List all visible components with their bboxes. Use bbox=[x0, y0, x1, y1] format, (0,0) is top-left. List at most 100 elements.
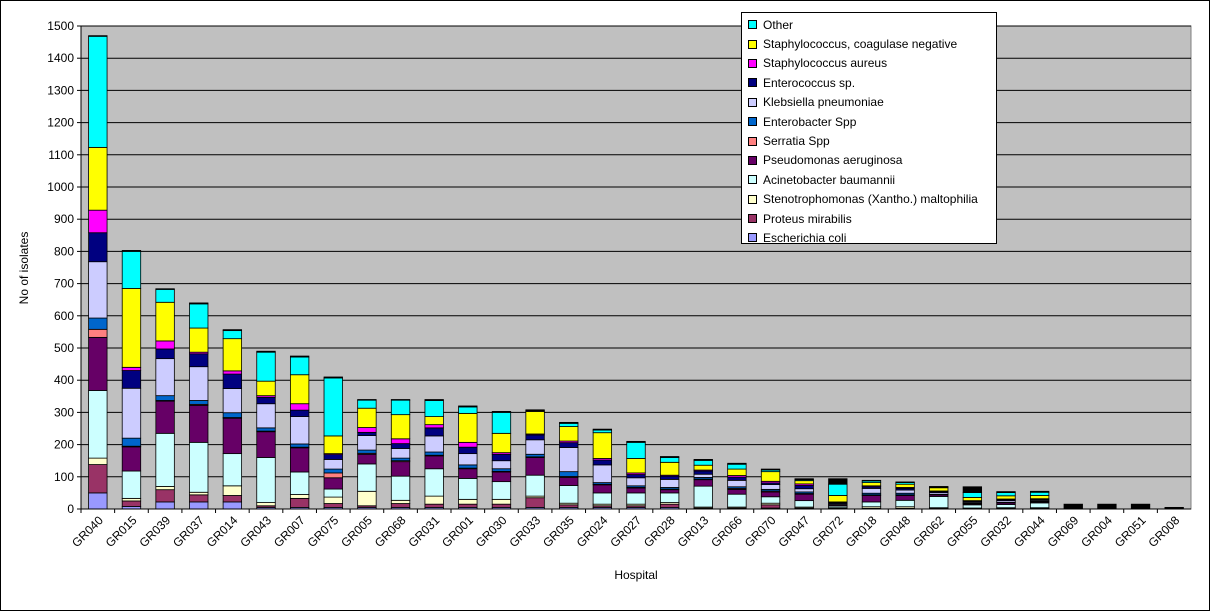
bar-stack-gr043 bbox=[256, 350, 276, 510]
bar-segment bbox=[727, 463, 747, 470]
bar-segment bbox=[189, 501, 209, 510]
bar-segment bbox=[121, 437, 142, 447]
bar-segment bbox=[626, 458, 646, 474]
bar-segment bbox=[659, 457, 680, 463]
bar-segment bbox=[289, 355, 310, 358]
bar-stack-gr030 bbox=[491, 411, 512, 510]
x-tick-label: GR007 bbox=[271, 513, 308, 550]
bar-segment bbox=[929, 486, 949, 488]
bar-segment bbox=[828, 495, 848, 503]
bar-segment bbox=[155, 395, 175, 401]
bar-segment bbox=[861, 495, 882, 503]
x-tick-label: GR014 bbox=[204, 513, 241, 550]
bar-segment bbox=[155, 288, 175, 290]
bar-segment bbox=[155, 301, 175, 342]
legend-item: Staphylococcus aureus bbox=[748, 54, 996, 73]
y-tick-label: 1200 bbox=[47, 116, 74, 130]
bar-segment bbox=[323, 376, 343, 379]
bar-segment bbox=[727, 468, 747, 476]
bar-segment bbox=[121, 500, 142, 507]
x-tick-label: GR044 bbox=[1011, 513, 1048, 550]
legend-item: Acinetobacter baumannii bbox=[748, 170, 996, 189]
bar-segment bbox=[289, 497, 310, 508]
bar-segment bbox=[88, 209, 108, 234]
bar-segment bbox=[861, 501, 882, 508]
bar-segment bbox=[390, 475, 411, 501]
x-tick-labels: GR040GR015GR039GR037GR014GR043GR007GR075… bbox=[69, 509, 1183, 550]
legend-swatch bbox=[748, 58, 757, 68]
legend-item: Pseudomonas aeruginosa bbox=[748, 151, 996, 170]
bar-segment bbox=[559, 442, 579, 448]
legend-label: Pseudomonas aeruginosa bbox=[763, 153, 903, 168]
bar-segment bbox=[88, 390, 108, 459]
bar-segment bbox=[424, 424, 444, 429]
bar-segment bbox=[424, 416, 444, 426]
bar-segment bbox=[458, 498, 478, 505]
bar-segment bbox=[962, 492, 983, 498]
bar-segment bbox=[323, 435, 343, 455]
bar-segment bbox=[323, 459, 343, 470]
bars bbox=[88, 35, 1184, 510]
bar-stack-gr028 bbox=[659, 456, 680, 510]
x-tick-label: GR005 bbox=[338, 513, 375, 550]
legend-item: Enterobacter Spp bbox=[748, 112, 996, 131]
bar-segment bbox=[559, 422, 579, 427]
bar-segment bbox=[525, 457, 545, 476]
x-tick-label: GR039 bbox=[136, 513, 173, 550]
bar-segment bbox=[962, 504, 983, 509]
y-tick-label: 0 bbox=[67, 502, 74, 516]
bar-stack-gr047 bbox=[794, 478, 814, 510]
bar-segment bbox=[189, 494, 209, 503]
x-tick-label: GR037 bbox=[170, 513, 207, 550]
bar-segment bbox=[357, 449, 377, 454]
bar-segment bbox=[626, 441, 646, 459]
x-tick-label: GR070 bbox=[742, 513, 779, 550]
bar-stack-gr035 bbox=[559, 421, 579, 510]
bar-segment bbox=[491, 460, 512, 470]
legend-label: Staphylococcus aureus bbox=[763, 56, 888, 71]
bar-segment bbox=[458, 412, 478, 443]
legend-label: Proteus mirabilis bbox=[763, 211, 852, 226]
x-tick-label: GR047 bbox=[776, 513, 813, 550]
legend-item: Enterococcus sp. bbox=[748, 73, 996, 92]
bar-segment bbox=[88, 261, 108, 319]
bar-stack-gr062 bbox=[929, 486, 949, 510]
bar-segment bbox=[256, 403, 276, 429]
bar-segment bbox=[794, 485, 814, 490]
bar-segment bbox=[222, 485, 243, 496]
bar-stack-gr005 bbox=[357, 399, 377, 510]
bar-segment bbox=[895, 499, 915, 508]
x-tick-label: GR031 bbox=[406, 513, 443, 550]
bar-segment bbox=[121, 250, 142, 252]
bar-segment bbox=[88, 146, 108, 211]
bar-stack-gr075 bbox=[323, 376, 343, 510]
bar-segment bbox=[222, 412, 243, 418]
bar-segment bbox=[626, 440, 646, 443]
bar-segment bbox=[289, 403, 310, 411]
x-tick-label: GR040 bbox=[69, 513, 106, 550]
bar-segment bbox=[390, 399, 411, 401]
bar-segment bbox=[458, 478, 478, 500]
bar-segment bbox=[222, 370, 243, 375]
y-tick-label: 300 bbox=[54, 405, 74, 419]
gridlines bbox=[81, 25, 1191, 478]
bar-segment bbox=[828, 483, 848, 496]
bar-segment bbox=[323, 468, 343, 474]
bar-segment bbox=[424, 435, 444, 453]
bar-segment bbox=[491, 411, 512, 434]
bar-segment bbox=[289, 409, 310, 417]
bar-segment bbox=[794, 488, 814, 493]
legend-swatch bbox=[748, 214, 757, 224]
bar-segment bbox=[626, 477, 646, 487]
bar-stack-gr031 bbox=[424, 399, 444, 510]
bar-segment bbox=[559, 477, 579, 486]
bar-stack-gr055 bbox=[962, 486, 983, 510]
legend-swatch bbox=[748, 175, 757, 185]
bar-segment bbox=[760, 504, 781, 509]
bar-segment bbox=[121, 387, 142, 439]
bar-stack-gr032 bbox=[996, 491, 1016, 510]
bar-segment bbox=[323, 454, 343, 460]
x-tick-label: GR048 bbox=[876, 513, 913, 550]
legend-label: Klebsiella pneumoniae bbox=[763, 95, 884, 110]
